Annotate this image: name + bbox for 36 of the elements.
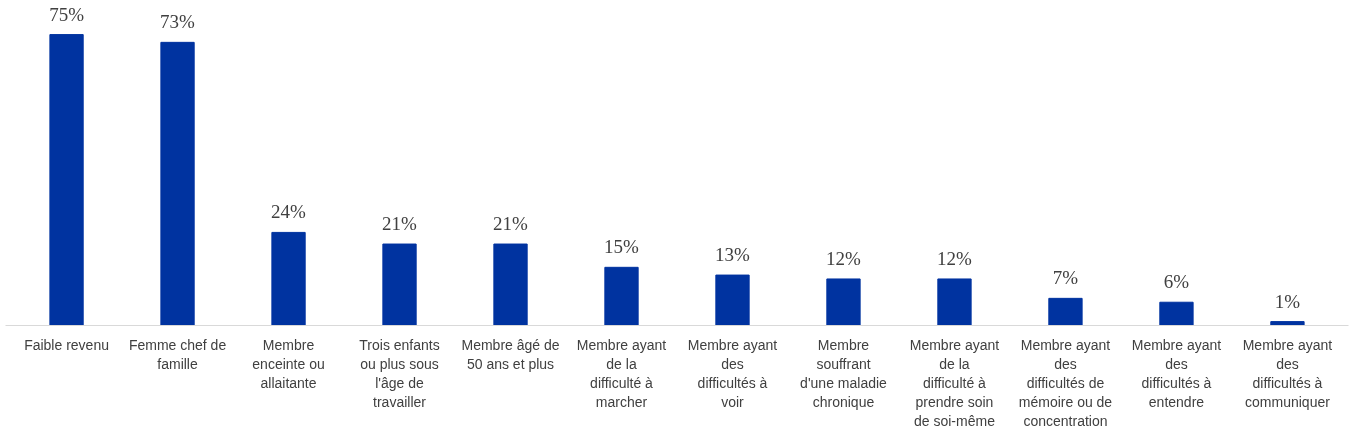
x-tick-label: Faible revenu: [24, 336, 109, 353]
data-label: 21%: [382, 213, 418, 235]
bar: [160, 41, 195, 326]
data-label: 75%: [49, 3, 85, 25]
x-tick-label: Membre souffrant d'une maladie chronique: [800, 336, 888, 411]
bar: [493, 243, 528, 326]
data-label: 21%: [493, 213, 529, 235]
x-tick-label: Membre âgé de 50 ans et plus: [461, 336, 560, 372]
data-label: 12%: [937, 247, 973, 269]
x-tick-label: Femme chef de famille: [128, 336, 227, 372]
data-label: 12%: [826, 247, 862, 269]
x-tick-label: Membre ayant de la difficulté à marcher: [576, 336, 667, 411]
bar: [271, 231, 306, 326]
data-label: 73%: [160, 11, 196, 33]
bar: [715, 274, 750, 326]
x-tick-label: Trois enfants ou plus sous l'âge de travailler: [359, 336, 440, 411]
x-tick-label: Membre ayant des difficultés à voir: [687, 336, 778, 411]
data-label: 7%: [1052, 267, 1079, 289]
bar: [1159, 301, 1194, 326]
bar: [937, 278, 972, 326]
bar: [1048, 297, 1083, 326]
x-tick-label: Membre ayant des difficultés à communiquer: [1242, 336, 1333, 411]
x-tick-label: Membre ayant des difficultés de mémoire ou de concentration: [1018, 336, 1113, 430]
bar: [382, 243, 417, 326]
bar: [604, 266, 639, 326]
data-label: 13%: [715, 244, 751, 266]
data-label: 24%: [271, 201, 307, 223]
bar: [826, 278, 861, 326]
x-tick-label: Membre ayant des difficultés à entendre: [1131, 336, 1222, 411]
data-label: 1%: [1274, 290, 1301, 312]
data-label: 6%: [1163, 271, 1190, 293]
x-tick-label: Membre ayant de la difficulté à prendre soin de soi-même: [909, 336, 1000, 430]
bar: [49, 34, 84, 326]
data-label: 15%: [604, 236, 640, 258]
x-tick-label: Membre enceinte ou allaitante: [252, 336, 325, 391]
bar: [1270, 321, 1305, 326]
